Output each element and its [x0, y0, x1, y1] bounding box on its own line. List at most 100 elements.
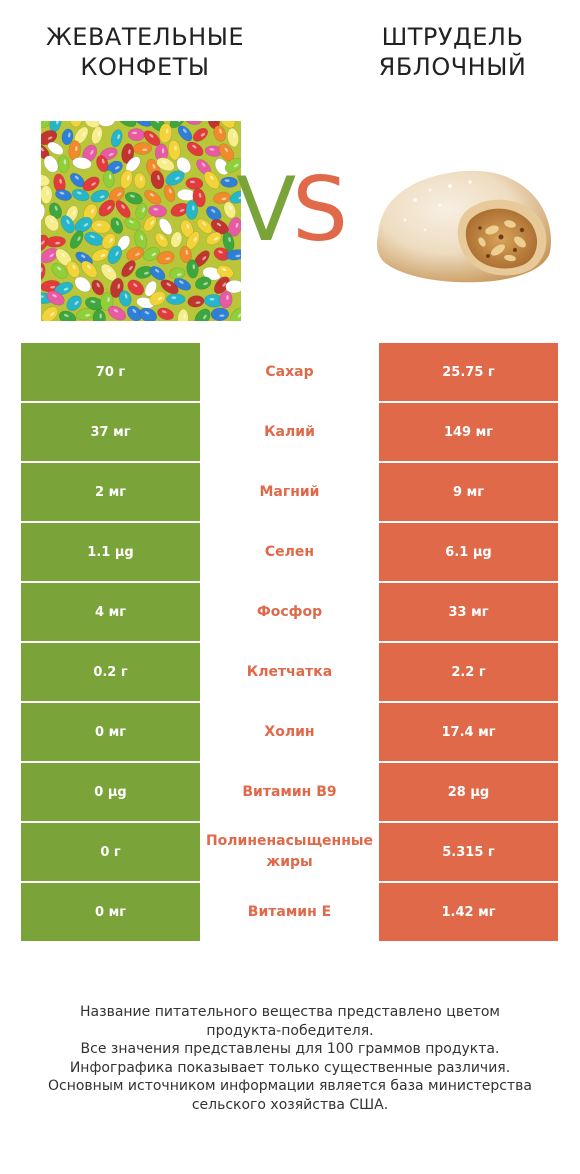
- jelly-bean: [219, 290, 233, 309]
- jelly-bean-highlight: [108, 174, 112, 180]
- jelly-bean: [91, 219, 111, 234]
- jelly-bean-highlight: [165, 257, 171, 260]
- jelly-bean: [173, 277, 192, 291]
- jelly-bean-highlight: [141, 299, 147, 303]
- jelly-bean: [144, 280, 157, 297]
- jelly-bean-highlight: [132, 131, 138, 135]
- jelly-bean-highlight: [57, 266, 62, 271]
- jelly-bean-highlight: [96, 282, 100, 288]
- vs-s: S: [292, 158, 348, 261]
- vs-v: V: [235, 158, 296, 261]
- jelly-bean: [224, 157, 241, 173]
- jelly-bean: [177, 308, 189, 321]
- jelly-bean: [98, 199, 116, 217]
- jelly-bean-highlight: [237, 313, 241, 318]
- footer-line: Инфографика показывает только существенн…: [69, 1059, 511, 1076]
- jelly-bean: [110, 217, 124, 234]
- jelly-bean-highlight: [124, 293, 128, 299]
- jelly-bean: [61, 128, 74, 146]
- jelly-bean-highlight: [115, 220, 119, 226]
- jelly-bean-highlight: [176, 273, 182, 276]
- jelly-bean: [84, 121, 101, 129]
- nutrient-name-cell: Селен: [200, 523, 379, 581]
- jelly-bean-highlight: [50, 218, 54, 223]
- jelly-bean-highlight: [235, 254, 241, 258]
- left-value-cell: 0 г: [21, 823, 200, 881]
- jelly-bean: [41, 306, 59, 321]
- jelly-bean: [186, 259, 199, 279]
- jelly-bean: [225, 279, 241, 294]
- jelly-bean-highlight: [90, 300, 96, 304]
- jelly-bean: [154, 232, 169, 248]
- jelly-bean-highlight: [200, 132, 206, 137]
- jelly-bean-highlight: [72, 210, 76, 215]
- jelly-bean: [176, 157, 192, 174]
- jelly-bean: [66, 295, 82, 312]
- jelly-bean-highlight: [219, 314, 225, 317]
- jelly-bean-highlight: [41, 177, 43, 180]
- jelly-bean-highlight: [114, 166, 120, 170]
- jelly-bean: [124, 217, 141, 231]
- jelly-bean-highlight: [211, 209, 216, 213]
- jelly-bean-highlight: [77, 236, 81, 241]
- jelly-bean-highlight: [90, 235, 95, 239]
- jelly-bean-highlight: [64, 314, 69, 318]
- jelly-bean: [45, 236, 66, 248]
- jelly-bean-highlight: [107, 297, 110, 303]
- jelly-bean-highlight: [149, 193, 155, 197]
- jelly-bean: [186, 141, 204, 157]
- jelly-bean-highlight: [115, 251, 119, 256]
- jelly-bean: [96, 155, 109, 173]
- jelly-bean-highlight: [238, 196, 241, 200]
- jelly-bean-highlight: [96, 223, 102, 227]
- jelly-bean-highlight: [133, 283, 138, 288]
- jelly-bean-highlight: [139, 176, 143, 182]
- jelly-bean-highlight: [182, 160, 186, 165]
- jelly-bean-highlight: [130, 194, 135, 198]
- right-title-line2: ЯБЛОЧНЫЙ: [378, 53, 527, 81]
- jelly-bean-highlight: [214, 237, 219, 241]
- jelly-bean: [103, 170, 115, 188]
- jelly-bean: [44, 214, 60, 232]
- jelly-bean-highlight: [50, 285, 56, 289]
- jelly-bean-highlight: [52, 294, 57, 298]
- jelly-bean-highlight: [183, 313, 186, 319]
- right-value-cell: 25.75 г: [379, 343, 558, 401]
- jelly-bean: [213, 125, 226, 142]
- jelly-bean-highlight: [140, 235, 144, 241]
- jelly-bean-highlight: [219, 128, 222, 134]
- jelly-bean-highlight: [66, 219, 70, 225]
- jelly-bean: [118, 290, 132, 307]
- jelly-bean-highlight: [233, 163, 239, 168]
- jelly-bean: [49, 202, 62, 219]
- jelly-bean: [41, 121, 50, 128]
- footer-line: Основным источником информации является …: [48, 1078, 532, 1094]
- jelly-bean: [184, 121, 203, 125]
- nutrient-name-cell: Полиненасыщенные жиры: [200, 823, 379, 881]
- jelly-bean: [91, 279, 105, 296]
- jelly-bean: [158, 123, 173, 144]
- table-row: 0 µg Витамин B9 28 µg: [21, 763, 558, 823]
- jelly-bean-highlight: [61, 252, 66, 257]
- jelly-bean-highlight: [150, 220, 155, 225]
- jelly-bean-highlight: [226, 295, 229, 301]
- jelly-bean-highlight: [144, 271, 149, 275]
- jelly-bean-highlight: [81, 254, 86, 258]
- nutrient-name-cell: Фосфор: [200, 583, 379, 641]
- left-value-cell: 2 мг: [21, 463, 200, 521]
- nutrient-comparison-table: 70 г Сахар 25.75 г 37 мг Калий 149 мг 2 …: [21, 343, 558, 943]
- right-value-cell: 2.2 г: [379, 643, 558, 701]
- jelly-bean: [41, 234, 49, 252]
- jelly-bean-highlight: [179, 280, 184, 284]
- jelly-bean-highlight: [41, 295, 44, 298]
- jelly-bean-highlight: [113, 309, 119, 313]
- jelly-bean: [101, 233, 116, 250]
- jelly-bean-highlight: [106, 267, 111, 272]
- jelly-bean: [167, 139, 181, 161]
- jelly-bean-highlight: [63, 159, 67, 165]
- jelly-bean: [166, 293, 186, 305]
- jelly-bean-highlight: [142, 207, 145, 213]
- left-value-cell: 37 мг: [21, 403, 200, 461]
- jelly-bean-highlight: [121, 204, 125, 209]
- jelly-bean-highlight: [228, 237, 231, 243]
